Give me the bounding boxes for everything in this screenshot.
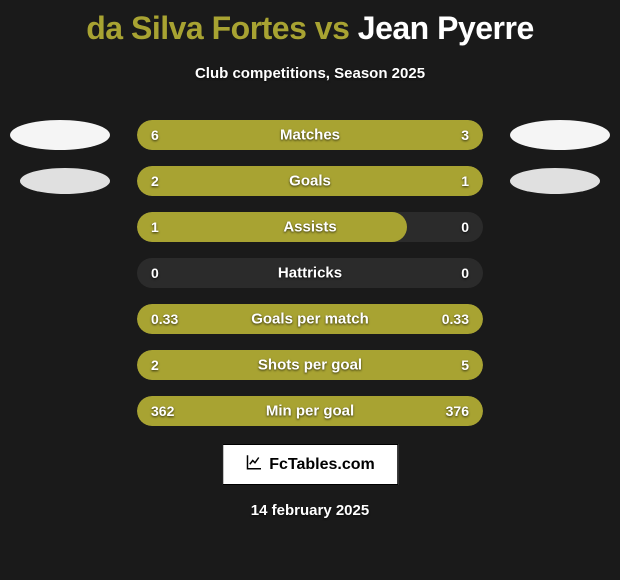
stat-row: 1 0 Assists <box>137 212 483 242</box>
stats-container: 6 3 Matches 2 1 Goals 1 0 Assists 0 0 Hattricks 0.33… <box>137 120 483 442</box>
date-label: 14 february 2025 <box>0 502 620 519</box>
stat-value-left: 362 <box>151 403 174 419</box>
stat-value-left: 6 <box>151 127 159 143</box>
stat-value-left: 0.33 <box>151 311 178 327</box>
subtitle: Club competitions, Season 2025 <box>0 65 620 82</box>
stat-label: Goals per match <box>251 311 369 328</box>
stat-row: 0 0 Hattricks <box>137 258 483 288</box>
stat-row: 2 5 Shots per goal <box>137 350 483 380</box>
player2-name: Jean Pyerre <box>358 10 534 46</box>
chart-icon <box>245 453 263 476</box>
stat-label: Goals <box>289 173 331 190</box>
stat-value-left: 1 <box>151 219 159 235</box>
stat-label: Min per goal <box>266 403 354 420</box>
comparison-title: da Silva Fortes vs Jean Pyerre <box>0 0 620 47</box>
stat-label: Assists <box>283 219 336 236</box>
stat-row: 6 3 Matches <box>137 120 483 150</box>
stat-bar-left <box>137 212 407 242</box>
stat-label: Hattricks <box>278 265 342 282</box>
stat-value-right: 0 <box>461 219 469 235</box>
stat-value-right: 376 <box>446 403 469 419</box>
stat-value-left: 0 <box>151 265 159 281</box>
stat-label: Shots per goal <box>258 357 362 374</box>
stat-row: 362 376 Min per goal <box>137 396 483 426</box>
player1-name: da Silva Fortes <box>86 10 306 46</box>
player2-club-badge <box>510 120 610 150</box>
player2-country-badge <box>510 168 600 194</box>
player1-country-badge <box>20 168 110 194</box>
stat-row: 0.33 0.33 Goals per match <box>137 304 483 334</box>
stat-value-left: 2 <box>151 173 159 189</box>
player1-club-badge <box>10 120 110 150</box>
stat-value-right: 1 <box>461 173 469 189</box>
stat-label: Matches <box>280 127 340 144</box>
vs-text: vs <box>315 10 350 46</box>
stat-value-right: 0.33 <box>442 311 469 327</box>
stat-bar-left <box>137 166 367 196</box>
stat-row: 2 1 Goals <box>137 166 483 196</box>
stat-value-right: 3 <box>461 127 469 143</box>
source-badge[interactable]: FcTables.com <box>222 444 398 485</box>
stat-value-right: 5 <box>461 357 469 373</box>
stat-value-right: 0 <box>461 265 469 281</box>
source-label: FcTables.com <box>269 456 375 474</box>
stat-value-left: 2 <box>151 357 159 373</box>
